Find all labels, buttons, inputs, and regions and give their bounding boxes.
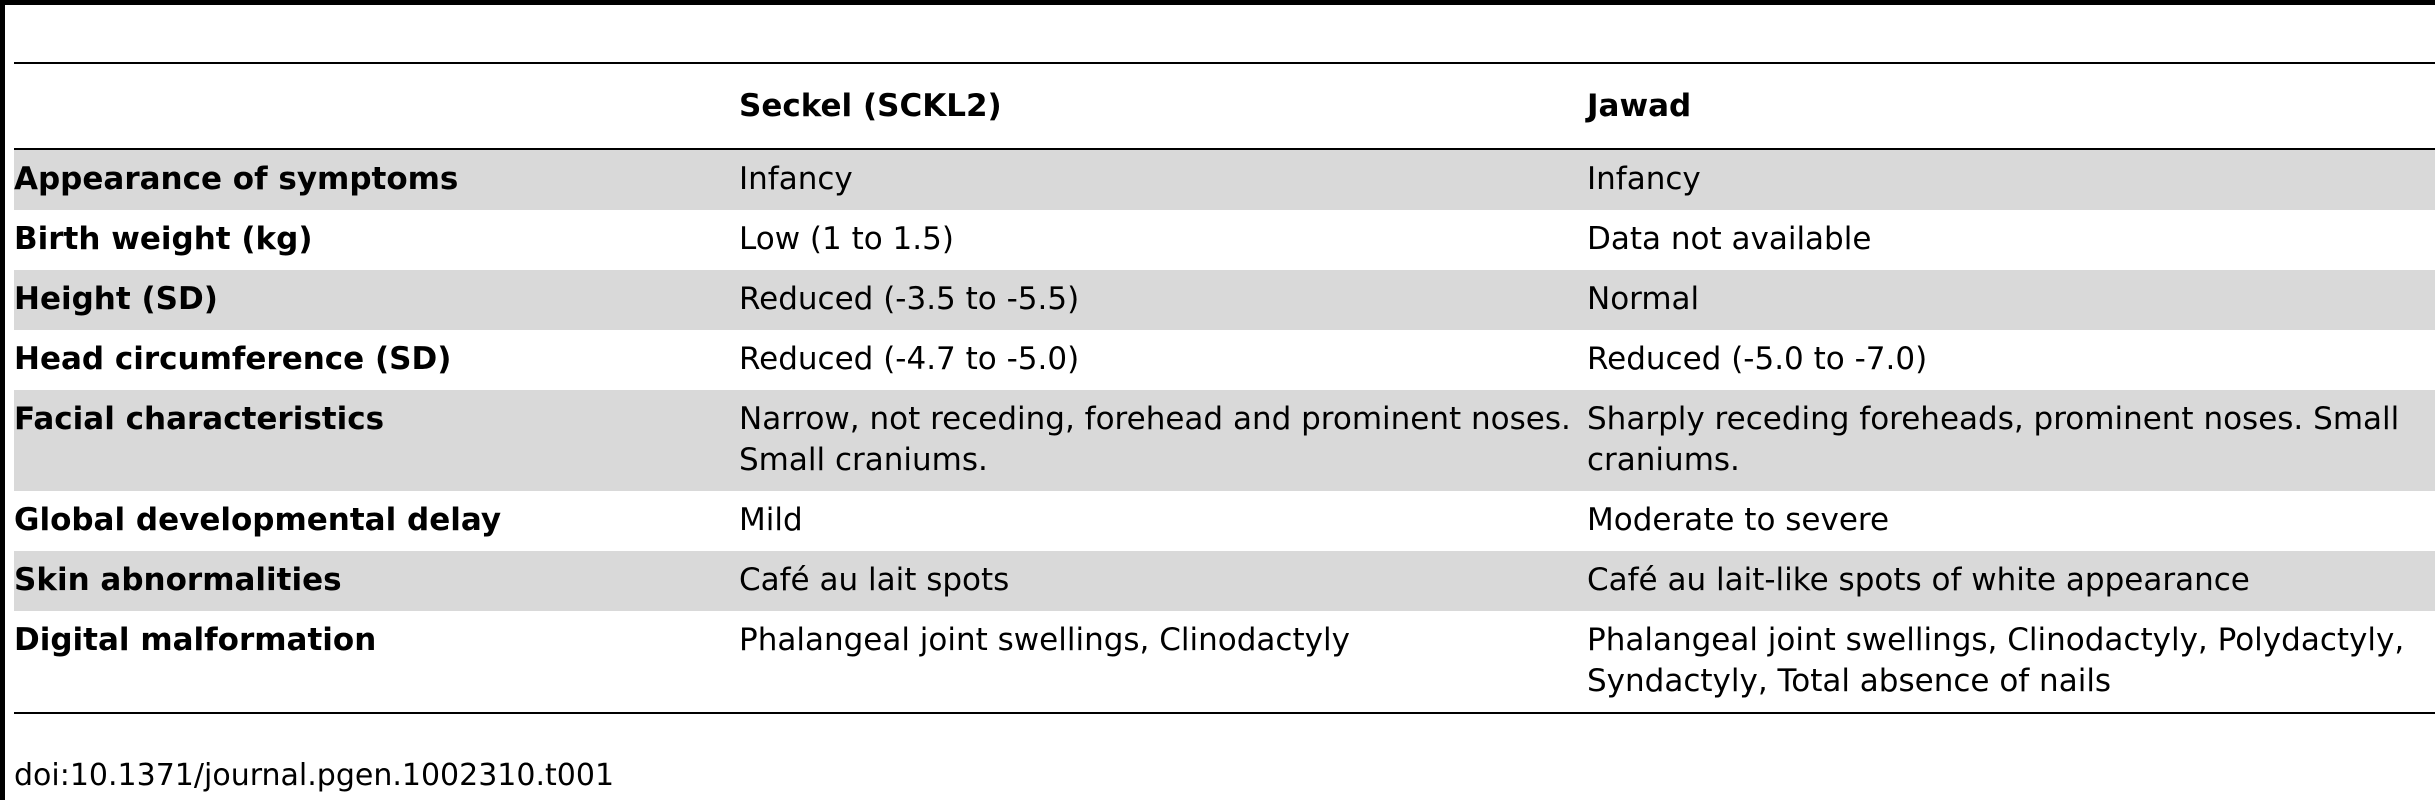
jawad-cell: Moderate to severe: [1587, 502, 1890, 538]
seckel-cell: Narrow, not receding, forehead and promi…: [739, 401, 1571, 478]
seckel-cell: Café au lait spots: [739, 562, 1010, 598]
table-row: Head circumference (SD) Reduced (-4.7 to…: [14, 330, 2435, 390]
header-jawad: Jawad: [1587, 88, 1692, 124]
seckel-cell: Phalangeal joint swellings, Clinodactyly: [739, 622, 1350, 658]
header-feature: [14, 63, 739, 149]
seckel-cell: Mild: [739, 502, 803, 538]
jawad-cell: Reduced (-5.0 to -7.0): [1587, 341, 1928, 377]
table-row: Global developmental delay Mild Moderate…: [14, 491, 2435, 551]
row-label: Birth weight (kg): [14, 221, 313, 257]
comparison-table: Seckel (SCKL2) Jawad Appearance of sympt…: [14, 62, 2435, 714]
table-header: Seckel (SCKL2) Jawad: [14, 63, 2435, 149]
table-row: Skin abnormalities Café au lait spots Ca…: [14, 551, 2435, 611]
table-row: Birth weight (kg) Low (1 to 1.5) Data no…: [14, 210, 2435, 270]
doi-caption: doi:10.1371/journal.pgen.1002310.t001: [14, 758, 615, 793]
seckel-cell: Infancy: [739, 161, 853, 197]
comparison-table-container: Seckel (SCKL2) Jawad Appearance of sympt…: [14, 62, 2435, 714]
table-body: Appearance of symptoms Infancy Infancy B…: [14, 149, 2435, 713]
table-row: Appearance of symptoms Infancy Infancy: [14, 149, 2435, 210]
seckel-cell: Reduced (-3.5 to -5.5): [739, 281, 1080, 317]
row-label: Facial characteristics: [14, 401, 385, 437]
jawad-cell: Sharply receding foreheads, prominent no…: [1587, 401, 2400, 478]
row-label: Skin abnormalities: [14, 562, 342, 598]
row-label: Global developmental delay: [14, 502, 502, 538]
header-row: Seckel (SCKL2) Jawad: [14, 63, 2435, 149]
seckel-cell: Reduced (-4.7 to -5.0): [739, 341, 1080, 377]
jawad-cell: Data not available: [1587, 221, 1872, 257]
jawad-cell: Infancy: [1587, 161, 1701, 197]
table-row: Digital malformation Phalangeal joint sw…: [14, 611, 2435, 713]
jawad-cell: Phalangeal joint swellings, Clinodactyly…: [1587, 622, 2405, 699]
row-label: Height (SD): [14, 281, 218, 317]
row-label: Digital malformation: [14, 622, 377, 658]
left-border-rule: [0, 0, 5, 800]
jawad-cell: Café au lait-like spots of white appeara…: [1587, 562, 2250, 598]
table-row: Height (SD) Reduced (-3.5 to -5.5) Norma…: [14, 270, 2435, 330]
jawad-cell: Normal: [1587, 281, 1700, 317]
seckel-cell: Low (1 to 1.5): [739, 221, 954, 257]
row-label: Appearance of symptoms: [14, 161, 459, 197]
header-seckel: Seckel (SCKL2): [739, 88, 1002, 124]
top-border-rule: [0, 0, 2435, 5]
row-label: Head circumference (SD): [14, 341, 452, 377]
table-row: Facial characteristics Narrow, not reced…: [14, 390, 2435, 491]
